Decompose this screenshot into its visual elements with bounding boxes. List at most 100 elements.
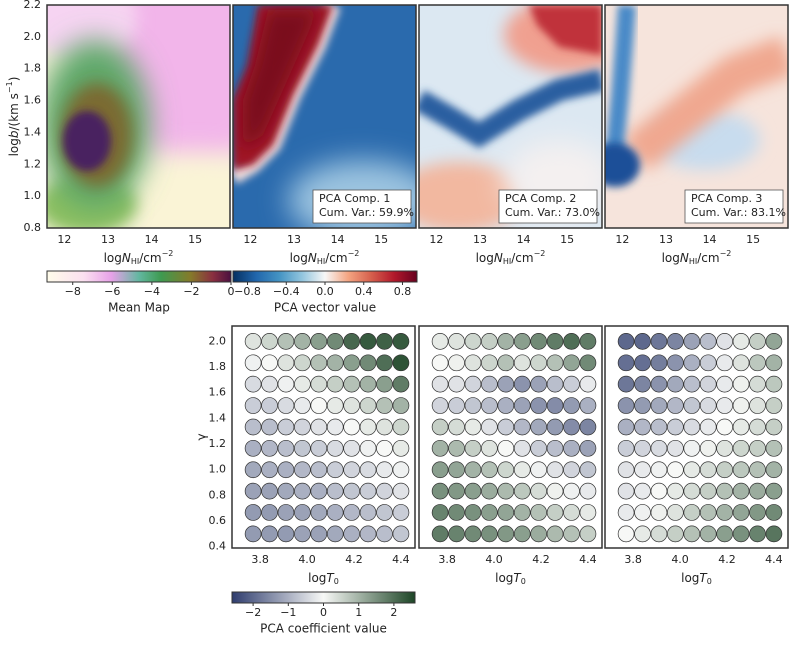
coefficient-dot <box>343 504 361 521</box>
coefficient-dot <box>513 397 531 414</box>
coefficient-dot <box>326 375 344 393</box>
coefficient-dot <box>732 354 750 372</box>
coefficient-dot <box>497 354 515 372</box>
annotation: Cum. Var.: 83.1% <box>691 206 786 219</box>
coefficient-dot <box>392 375 410 393</box>
heat-blob <box>127 155 230 228</box>
x-tick-label: 14 <box>517 233 531 246</box>
coefficient-dot <box>310 397 328 414</box>
coefficient-dot <box>749 439 766 457</box>
x-tick-label: 14 <box>145 233 159 246</box>
coefficient-dot <box>244 504 262 521</box>
coefficient-dot <box>464 375 482 393</box>
heat-band <box>419 69 602 148</box>
coefficient-dot <box>326 418 344 436</box>
coefficient-dot <box>481 525 498 543</box>
label-part: −2 <box>162 249 174 258</box>
annotation: Cum. Var.: 73.0% <box>505 206 600 219</box>
coefficient-dot <box>716 418 734 436</box>
label-part: 0 <box>334 577 339 586</box>
label-part: log <box>308 571 326 585</box>
coefficient-dot <box>294 504 311 521</box>
label-part: /(km s <box>7 93 21 130</box>
coefficient-dot <box>376 482 393 500</box>
coefficient-dot <box>667 525 684 543</box>
coefficient-dot <box>497 397 515 414</box>
coefficient-dot <box>513 482 531 500</box>
coefficient-dot <box>431 418 449 436</box>
coefficient-dot <box>359 333 377 350</box>
colorbar-tick-label: 0 <box>228 285 235 298</box>
y-tick-label: 1.6 <box>209 386 227 399</box>
colorbar-tick-label: −0.4 <box>273 285 300 298</box>
coefficient-dot <box>732 397 750 414</box>
coefficient-dot <box>376 504 393 521</box>
label-part: −2 <box>348 249 360 258</box>
coefficient-dot <box>343 461 361 479</box>
x-axis-label: logT0 <box>681 571 712 586</box>
coefficient-dot <box>464 482 482 500</box>
coefficient-dot <box>579 504 597 521</box>
coefficient-dot <box>448 439 465 457</box>
y-tick-label: 2.2 <box>24 0 42 11</box>
label-part: log <box>476 251 494 265</box>
label-part: HI <box>131 257 139 266</box>
coefficient-dot <box>546 397 564 414</box>
colorbar <box>231 591 416 604</box>
coefficient-dot <box>716 525 734 543</box>
coefficient-dot <box>310 504 328 521</box>
coefficient-dot <box>343 439 361 457</box>
coefficient-dot <box>634 397 651 414</box>
coefficient-dot <box>392 354 410 372</box>
coefficient-dot <box>497 461 515 479</box>
coefficient-dot <box>392 418 410 436</box>
coefficient-dot <box>376 354 393 372</box>
coefficient-dot <box>749 482 766 500</box>
coefficient-dot <box>448 375 465 393</box>
coefficient-dot <box>579 375 597 393</box>
coefficient-dot <box>431 504 449 521</box>
heatmap-image <box>47 5 230 228</box>
coefficient-dot <box>513 375 531 393</box>
heat-blob <box>419 162 524 228</box>
colorbar-tick-label: 0.4 <box>355 285 373 298</box>
coefficient-dot <box>530 418 548 436</box>
coefficient-dot <box>448 354 465 372</box>
label-part: T <box>699 571 708 585</box>
x-tick-label: 15 <box>374 233 388 246</box>
coefficient-dot <box>667 439 684 457</box>
coefficient-dot <box>530 482 548 500</box>
heat-blob <box>243 10 318 150</box>
coefficient-dot <box>392 397 410 414</box>
label-part: 0 <box>521 577 526 586</box>
coefficient-dot <box>310 439 328 457</box>
coefficient-dot <box>277 375 295 393</box>
coefficient-dot <box>650 375 668 393</box>
coefficient-dot <box>376 333 393 350</box>
coefficient-dot <box>765 418 783 436</box>
panel-frame <box>604 4 789 229</box>
coefficient-dot <box>244 482 262 500</box>
colorbar-label: PCA coefficient value <box>260 622 387 636</box>
coefficient-dot <box>431 439 449 457</box>
coefficient-dot <box>359 504 377 521</box>
label-part: N <box>122 251 131 265</box>
colorbar-tick-label: 2 <box>390 606 397 619</box>
y-tick-label: 1.2 <box>209 437 227 450</box>
coefficient-dot <box>294 375 311 393</box>
label-part: b <box>7 130 21 138</box>
x-tick-label: 4.0 <box>298 553 316 566</box>
coefficient-dot <box>716 354 734 372</box>
y-tick-label: 1.8 <box>24 62 42 75</box>
coefficient-dot <box>277 504 295 521</box>
coefficient-dot <box>294 461 311 479</box>
label-part: T <box>326 571 335 585</box>
coefficient-dot <box>326 525 344 543</box>
coefficient-dot <box>650 333 668 350</box>
x-axis-label: logT0 <box>308 571 339 586</box>
coefficient-dot <box>546 525 564 543</box>
y-tick-label: 1.6 <box>24 94 42 107</box>
coefficient-dot <box>749 525 766 543</box>
y-axis-label: logb/(km s−1) <box>5 77 21 157</box>
